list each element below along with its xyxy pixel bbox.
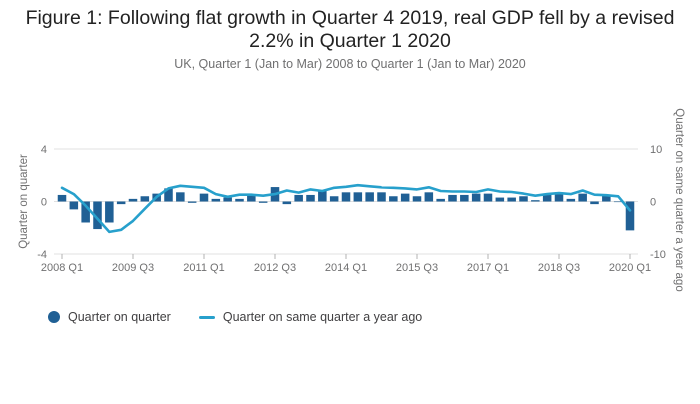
chart-title: Figure 1: Following flat growth in Quart… [0, 7, 700, 53]
bar-30 [412, 196, 422, 202]
x-tick-label-4: 2014 Q1 [325, 262, 367, 274]
bar-32 [436, 198, 445, 202]
bar-38 [507, 197, 516, 202]
bar-48 [625, 201, 635, 231]
chart-title-line-2: 2.2% in Quarter 1 2020 [249, 30, 451, 52]
bar-34 [460, 194, 469, 202]
x-tick-label-3: 2012 Q3 [254, 262, 296, 274]
bar-26 [365, 192, 374, 202]
bar-37 [495, 197, 505, 202]
bar-28 [389, 196, 398, 202]
bar-35 [471, 193, 481, 202]
bar-16 [247, 194, 256, 202]
bar-7 [140, 196, 150, 202]
bar-46 [602, 194, 611, 202]
bar-24 [341, 192, 351, 202]
bar-33 [448, 194, 457, 202]
bar-12 [199, 193, 209, 202]
axis-layer: 2008 Q1 2009 Q3 2011 Q1 2012 Q3 2014 Q1 2015 … [18, 108, 685, 291]
bar-10 [176, 192, 185, 202]
y-right-axis-title: Quarter on same quarter a year ago [673, 108, 685, 291]
bar-43 [566, 198, 576, 202]
line-series-year-on-year [60, 183, 632, 234]
chart-subtitle: UK, Quarter 1 (Jan to Mar) 2008 to Quart… [174, 57, 526, 71]
bar-1 [69, 201, 79, 210]
y-right-tick-label-2: -10 [650, 249, 666, 261]
bar-25 [353, 192, 363, 202]
bar-2 [81, 201, 90, 223]
bar-layer [57, 187, 635, 231]
bar-27 [377, 192, 386, 202]
bar-11 [187, 201, 197, 203]
bar-42 [554, 192, 564, 202]
legend-line-swatch [198, 315, 215, 319]
bar-9 [164, 188, 173, 202]
y-left-tick-label-2: -4 [37, 249, 47, 261]
bar-5 [116, 201, 126, 205]
legend-bar-swatch [48, 311, 60, 323]
x-tick-label-0: 2008 Q1 [41, 262, 83, 274]
x-tick-label-2: 2011 Q1 [183, 262, 224, 274]
legend-item-year-on-year[interactable]: Quarter on same quarter a year ago [198, 310, 423, 324]
y-left-tick-label-0: 4 [41, 144, 47, 156]
bar-41 [542, 194, 552, 202]
bar-14 [223, 197, 232, 202]
x-tick-label-1: 2009 Q3 [112, 262, 154, 274]
line-layer [60, 183, 632, 234]
legend-item-quarter-on-quarter[interactable]: Quarter on quarter [48, 310, 171, 324]
legend-label-year-on-year: Quarter on same quarter a year ago [222, 310, 423, 324]
x-tick-label-7: 2018 Q3 [538, 262, 580, 274]
x-tick-label-5: 2015 Q3 [396, 262, 438, 274]
bar-39 [519, 196, 528, 202]
bar-45 [590, 201, 599, 205]
bar-40 [531, 200, 540, 202]
bar-19 [282, 201, 292, 205]
bar-31 [424, 192, 434, 202]
bar-36 [483, 193, 493, 202]
bar-4 [105, 201, 114, 223]
bar-3 [93, 201, 102, 230]
y-left-tick-label-1: 0 [41, 197, 47, 209]
bar-20 [294, 194, 303, 202]
legend: Quarter on quarter Quarter on same quart… [48, 310, 450, 324]
bar-15 [235, 198, 244, 202]
bar-44 [578, 193, 587, 202]
bar-47 [613, 201, 623, 203]
bar-0 [57, 194, 67, 202]
bar-23 [329, 196, 339, 202]
y-right-tick-label-1: 0 [650, 197, 656, 209]
y-left-axis-title: Quarter on quarter [18, 154, 30, 249]
bar-6 [128, 198, 138, 202]
bar-17 [258, 201, 268, 203]
x-tick-label-8: 2020 Q1 [609, 262, 651, 274]
legend-label-quarter-on-quarter: Quarter on quarter [68, 310, 171, 324]
bar-22 [318, 191, 327, 202]
bar-21 [306, 194, 315, 202]
bar-13 [211, 198, 221, 202]
chart-title-line-1: Figure 1: Following flat growth in Quart… [25, 7, 675, 29]
y-right-tick-label-0: 10 [650, 144, 662, 156]
x-tick-label-6: 2017 Q1 [467, 262, 509, 274]
bar-29 [400, 193, 410, 202]
